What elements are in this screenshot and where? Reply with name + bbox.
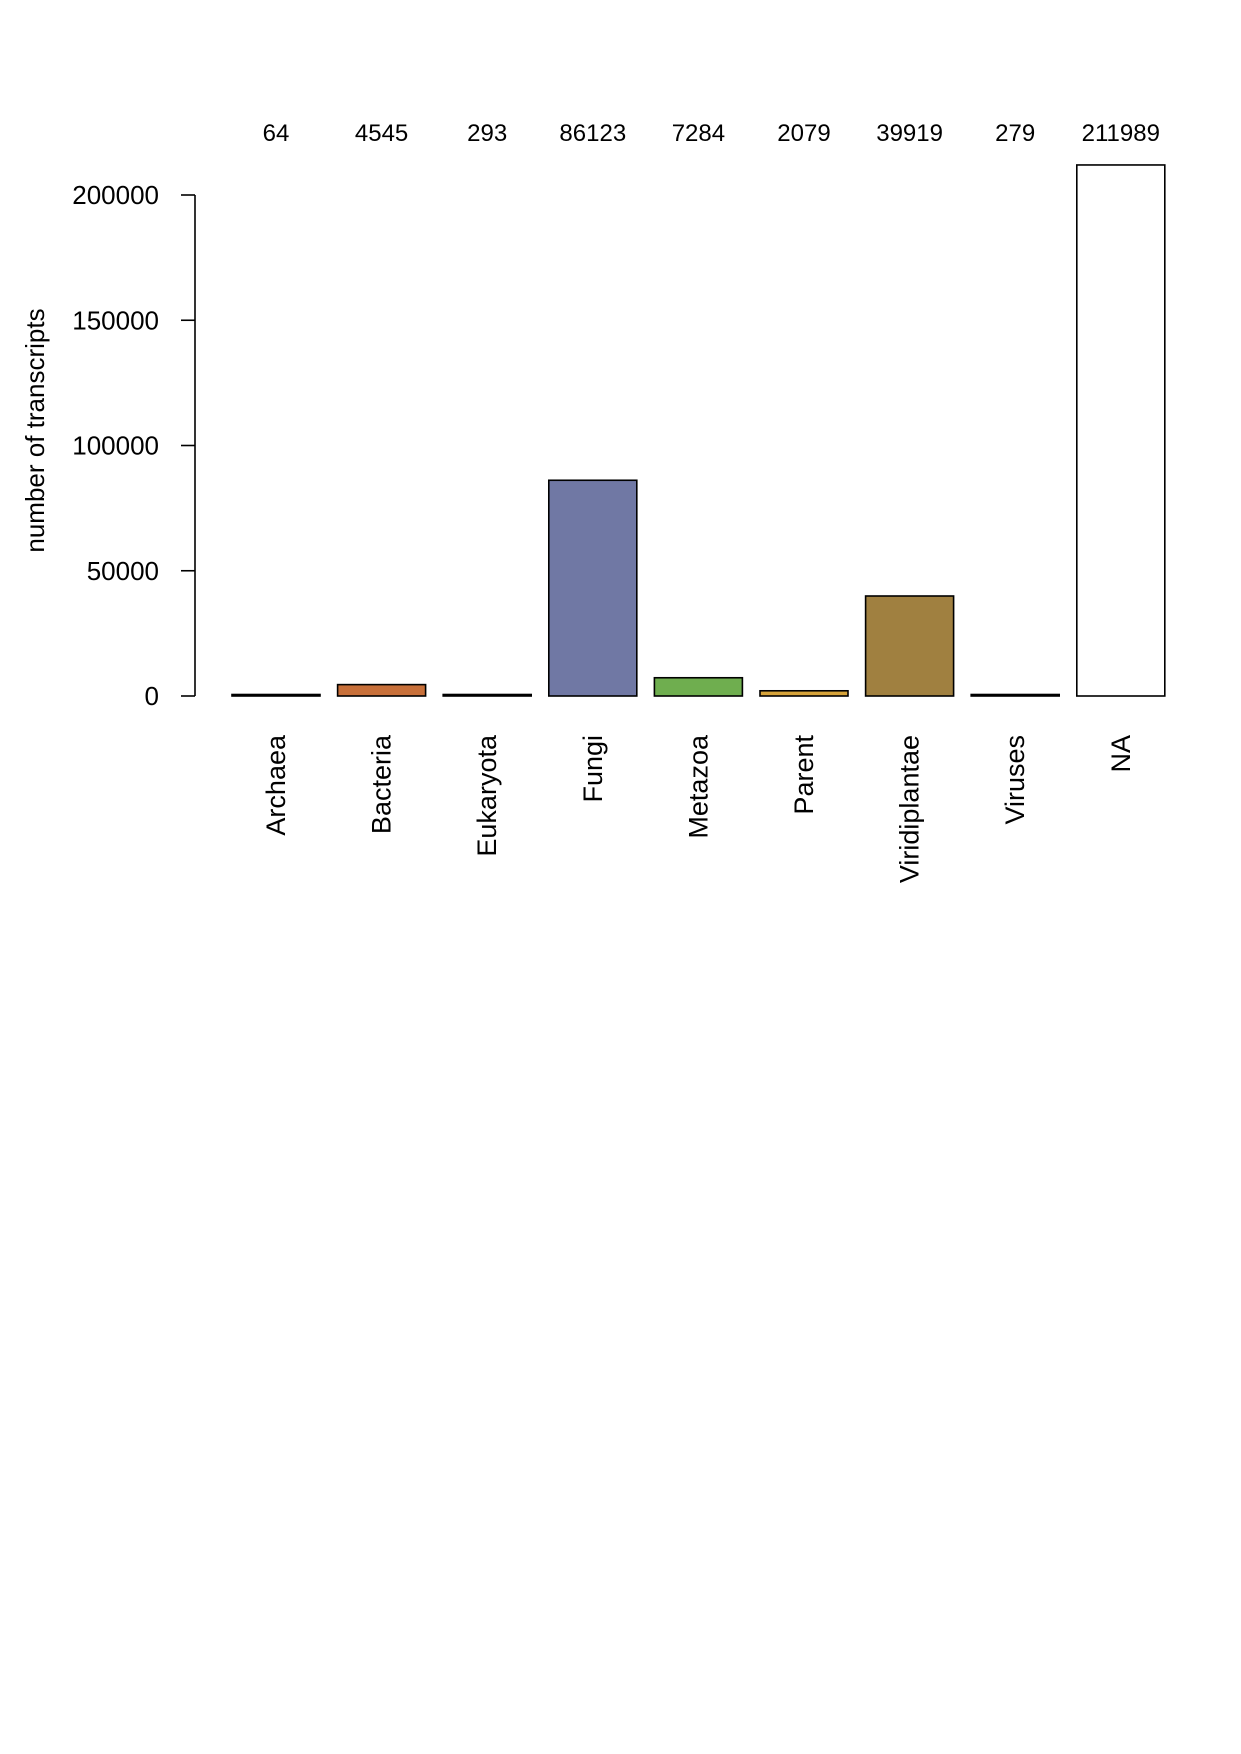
x-tick-label-na: NA	[1106, 735, 1136, 773]
value-label-metazoa: 7284	[672, 120, 725, 147]
x-axis-labels: Archaea Bacteria Eukaryota Fungi Metazoa Pare…	[261, 734, 1136, 883]
bar-viridiplantae	[864, 595, 955, 697]
value-label-parent: 2079	[777, 120, 830, 147]
y-axis: 0 50000 100000 150000 200000	[72, 180, 196, 711]
x-tick-label-viridiplantae: Viridiplantae	[895, 735, 925, 883]
value-label-fungi: 86123	[559, 120, 626, 147]
x-tick-label-archaea: Archaea	[261, 734, 291, 836]
bar-parent	[759, 689, 849, 697]
y-tick-label: 100000	[72, 431, 159, 461]
value-label-eukaryota: 293	[467, 120, 507, 147]
y-tick-label: 150000	[72, 305, 159, 335]
x-tick-label-fungi: Fungi	[578, 735, 608, 803]
bar-metazoa	[653, 676, 744, 697]
bar-archaea	[231, 693, 321, 697]
bar-na	[1076, 164, 1166, 697]
value-label-viridiplantae: 39919	[876, 120, 943, 147]
value-label-bacteria: 4545	[355, 120, 408, 147]
bar-viruses	[970, 693, 1061, 697]
y-tick-label: 200000	[72, 180, 159, 210]
x-tick-label-bacteria: Bacteria	[367, 734, 397, 834]
bar-eukaryota	[442, 693, 533, 697]
bars	[231, 164, 1166, 697]
value-labels: 64 4545 293 86123 7284 2079 39919 279 211989	[263, 120, 1160, 147]
x-tick-label-eukaryota: Eukaryota	[472, 734, 502, 857]
value-label-archaea: 64	[263, 120, 290, 147]
y-axis-title: number of transcripts	[20, 308, 50, 552]
y-tick-label: 50000	[87, 556, 159, 586]
bar-fungi	[547, 479, 638, 697]
y-tick-label: 0	[145, 681, 159, 711]
x-tick-label-parent: Parent	[789, 735, 819, 815]
x-tick-label-viruses: Viruses	[1000, 735, 1030, 825]
value-label-na: 211989	[1082, 120, 1160, 147]
x-tick-label-metazoa: Metazoa	[683, 734, 713, 839]
bar-bacteria	[336, 683, 427, 697]
value-label-viruses: 279	[995, 120, 1035, 147]
